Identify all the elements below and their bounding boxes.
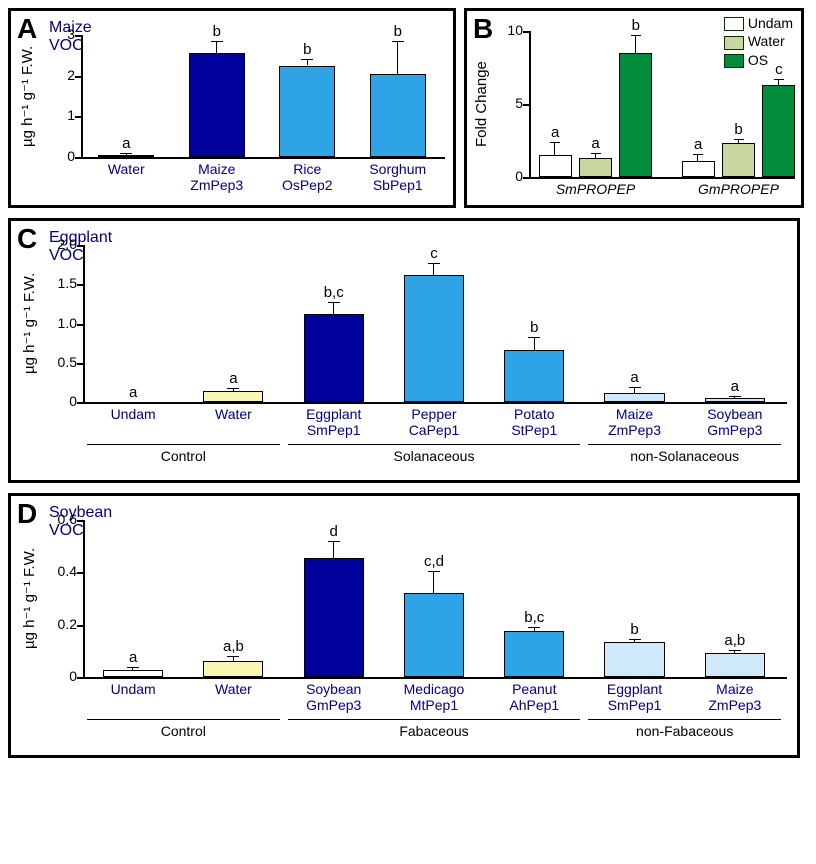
chart-bar [619,53,652,177]
chart-bar [98,155,154,157]
chart-bar [504,350,564,402]
legend-swatch [724,36,744,50]
panel-d: DSoybean VOC00.20.40.6µg h⁻¹ g⁻¹ F.W.aUn… [8,493,800,758]
chart-bar [604,393,664,402]
panel-c: CEggplant VOC00.51.01.52.0µg h⁻¹ g⁻¹ F.W… [8,218,800,483]
chart-bar [370,74,426,157]
chart-bar [404,593,464,677]
gene-label: SmPROPEP [535,181,656,197]
chart-bar [103,402,163,404]
chart-bar [539,155,572,177]
chart-bar [762,85,795,177]
chart-bar [705,653,765,677]
panel-a: AMaize VOC0123µg h⁻¹ g⁻¹ F.W.aWaterbMaiz… [8,8,456,208]
chart-bar [722,143,755,177]
chart-bar [279,66,335,158]
chart-bar [304,558,364,677]
gene-label: GmPROPEP [678,181,799,197]
chart-bar [579,158,612,177]
chart-bar [705,398,765,402]
chart-bar [404,275,464,402]
chart-bar [304,314,364,402]
chart-bar [504,631,564,677]
chart-bar [103,670,163,677]
legend-swatch [724,17,744,31]
panel-b: B0510Fold ChangeUndamWaterOSaabSmPROPEPa… [464,8,804,208]
chart-bar [189,53,245,157]
chart-bar [203,391,263,402]
chart-bar [604,642,664,677]
chart-bar [682,161,715,177]
legend-swatch [724,54,744,68]
chart-bar [203,661,263,677]
